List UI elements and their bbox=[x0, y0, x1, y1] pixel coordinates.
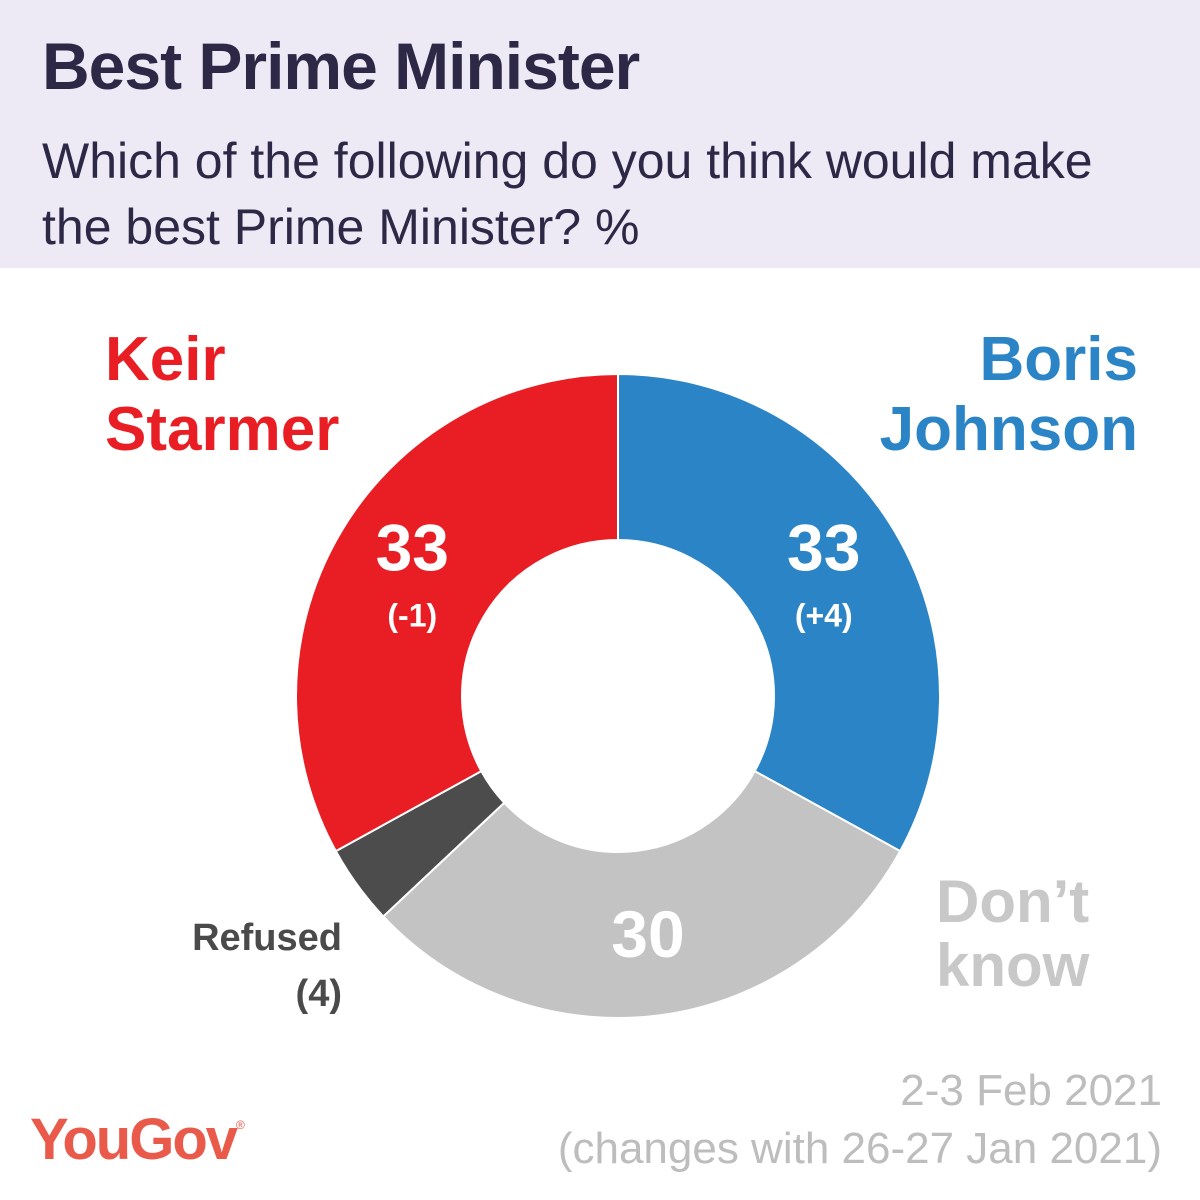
value-label-keir-starmer: 33 bbox=[376, 510, 449, 584]
chart-title: Best Prime Minister bbox=[42, 29, 640, 103]
yougov-logo-text: YouGov bbox=[30, 1107, 238, 1172]
footer-date: 2-3 Feb 2021 (changes with 26-27 Jan 202… bbox=[558, 1062, 1162, 1178]
chart-subtitle: Which of the following do you think woul… bbox=[42, 133, 1093, 255]
label-refused: Refused (4) bbox=[192, 910, 342, 1022]
value-label-don-t-know: 30 bbox=[611, 897, 684, 971]
value-label-boris-johnson: 33 bbox=[787, 510, 860, 584]
slice-keir-starmer bbox=[295, 372, 619, 853]
label-dont-know: Don’t know bbox=[936, 868, 1090, 999]
change-label-keir-starmer: (-1) bbox=[387, 597, 437, 633]
registered-mark: ® bbox=[236, 1118, 245, 1132]
survey-date: 2-3 Feb 2021 bbox=[900, 1066, 1162, 1115]
label-refused-value: (4) bbox=[295, 973, 342, 1015]
header-band: Best Prime Minister Which of the followi… bbox=[0, 0, 1200, 268]
slice-don-t-know bbox=[381, 769, 902, 1019]
slice-boris-johnson bbox=[617, 372, 941, 853]
yougov-logo: YouGov® bbox=[30, 1106, 245, 1173]
change-label-boris-johnson: (+4) bbox=[795, 597, 853, 633]
label-refused-name: Refused bbox=[192, 917, 342, 959]
changes-note: (changes with 26-27 Jan 2021) bbox=[557, 1124, 1162, 1173]
label-boris-johnson: Boris Johnson bbox=[879, 325, 1138, 464]
label-keir-starmer: Keir Starmer bbox=[105, 325, 340, 464]
